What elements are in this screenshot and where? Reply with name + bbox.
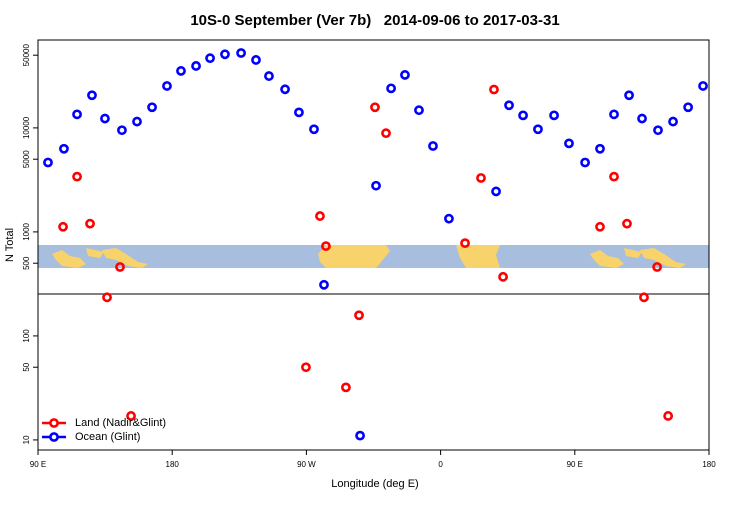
point bbox=[220, 49, 230, 60]
point bbox=[87, 90, 97, 101]
land bbox=[52, 248, 148, 268]
legend-label: Land (Nadir&Glint) bbox=[75, 417, 166, 429]
point bbox=[355, 430, 365, 441]
x-axis-label: Longitude (deg E) bbox=[331, 478, 418, 490]
point bbox=[341, 382, 351, 393]
point bbox=[414, 105, 424, 116]
legend-label: Ocean (Glint) bbox=[75, 431, 140, 443]
point bbox=[489, 84, 499, 95]
x-tick-label: 90 W bbox=[297, 460, 316, 469]
point bbox=[652, 262, 663, 272]
x-tick-label: 180 bbox=[166, 460, 180, 469]
point bbox=[117, 125, 127, 136]
point bbox=[321, 241, 331, 252]
point bbox=[236, 48, 246, 58]
point bbox=[564, 138, 574, 149]
point bbox=[301, 362, 311, 373]
point bbox=[609, 171, 619, 182]
point bbox=[176, 66, 186, 76]
point bbox=[533, 124, 543, 135]
point bbox=[663, 411, 674, 421]
point bbox=[354, 310, 364, 321]
point bbox=[115, 262, 125, 272]
point bbox=[162, 81, 172, 91]
chart-title: 10S-0 September (Ver 7b) 2014-09-06 to 2… bbox=[190, 12, 559, 29]
point bbox=[428, 141, 438, 151]
point bbox=[147, 102, 157, 113]
y-axis-label: N Total bbox=[4, 228, 16, 262]
point bbox=[624, 90, 634, 101]
plot-frame bbox=[37, 39, 710, 451]
point bbox=[85, 218, 95, 229]
point bbox=[280, 84, 290, 95]
point bbox=[683, 102, 694, 113]
point bbox=[386, 83, 396, 94]
point bbox=[309, 124, 319, 135]
y-tick-label: 10000 bbox=[22, 116, 31, 139]
y-tick-label: 5000 bbox=[22, 150, 31, 168]
point bbox=[205, 53, 215, 64]
land bbox=[318, 245, 390, 268]
point bbox=[595, 221, 605, 232]
point bbox=[444, 213, 454, 224]
point bbox=[294, 107, 304, 118]
map-band bbox=[38, 245, 709, 268]
point bbox=[251, 55, 261, 65]
point bbox=[102, 292, 112, 303]
point bbox=[637, 113, 647, 124]
point bbox=[698, 81, 708, 91]
point bbox=[653, 125, 663, 136]
land bbox=[456, 245, 500, 268]
point bbox=[371, 180, 381, 191]
point bbox=[580, 157, 590, 168]
x-tick-label: 90 E bbox=[30, 460, 46, 469]
x-tick-label: 180 bbox=[702, 460, 716, 469]
point bbox=[132, 116, 142, 127]
point bbox=[491, 186, 501, 197]
point bbox=[498, 271, 508, 282]
legend-marker bbox=[49, 418, 59, 428]
y-tick-label: 50 bbox=[22, 362, 31, 371]
point bbox=[504, 100, 514, 111]
point bbox=[100, 113, 110, 124]
y-tick-label: 100 bbox=[22, 329, 31, 343]
point bbox=[622, 218, 632, 229]
point bbox=[609, 109, 619, 120]
x-tick-label: 0 bbox=[438, 460, 443, 469]
point bbox=[315, 211, 325, 221]
y-tick-label: 1000 bbox=[22, 222, 31, 240]
point bbox=[400, 70, 410, 80]
legend-marker bbox=[49, 432, 59, 442]
point bbox=[43, 157, 53, 168]
point bbox=[595, 143, 605, 154]
point bbox=[264, 71, 274, 81]
y-tick-label: 50000 bbox=[22, 44, 31, 67]
point bbox=[381, 128, 391, 139]
point bbox=[476, 173, 486, 183]
point bbox=[72, 109, 82, 120]
x-tick-label: 90 E bbox=[567, 460, 583, 469]
point bbox=[370, 102, 380, 113]
y-tick-label: 500 bbox=[22, 256, 31, 270]
point bbox=[58, 221, 68, 232]
point bbox=[549, 110, 559, 121]
point bbox=[59, 143, 69, 154]
point bbox=[460, 238, 470, 249]
point bbox=[72, 171, 82, 182]
point bbox=[668, 116, 678, 127]
point bbox=[191, 61, 201, 71]
y-tick-label: 10 bbox=[22, 435, 31, 444]
land bbox=[590, 248, 686, 268]
point bbox=[126, 411, 136, 421]
point bbox=[518, 110, 528, 121]
point bbox=[639, 292, 649, 303]
point bbox=[319, 279, 329, 290]
